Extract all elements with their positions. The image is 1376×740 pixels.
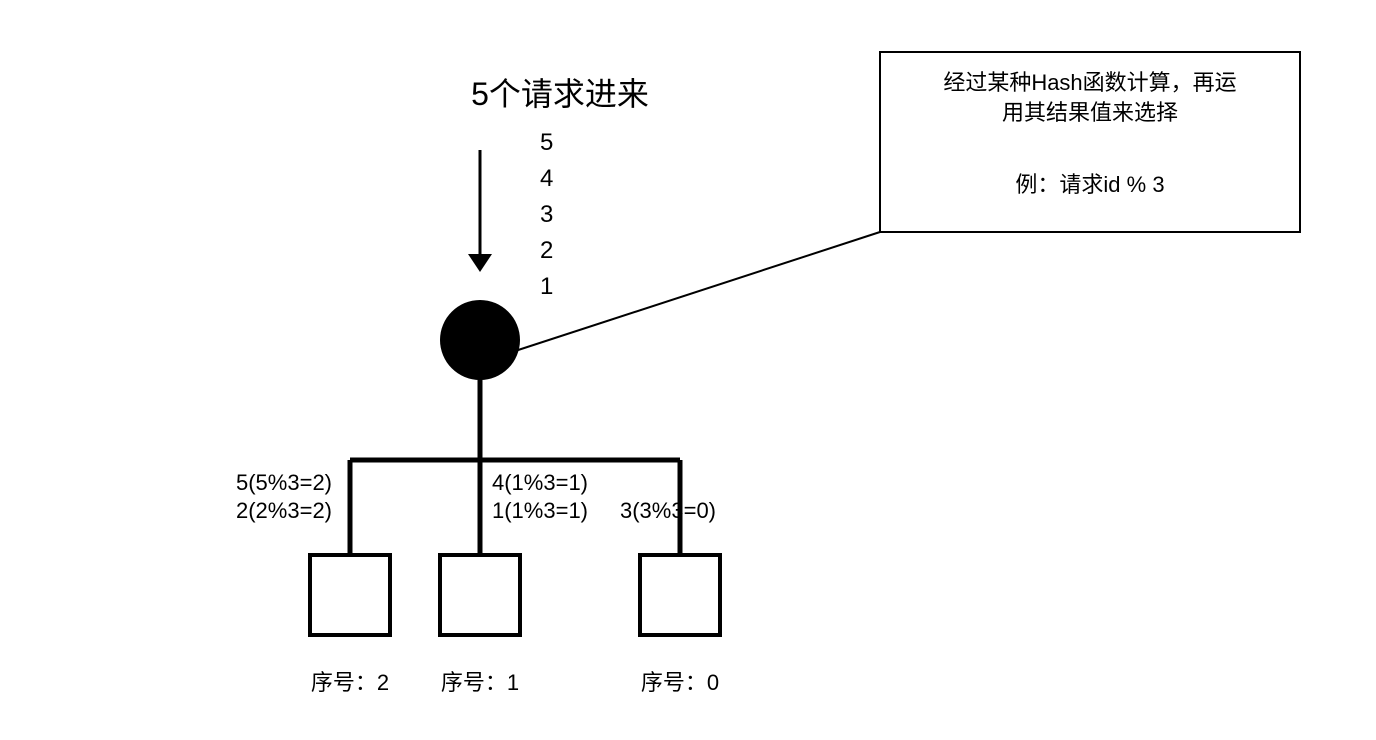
hash-calc-label: 4(1%3=1) [492,470,588,495]
queue-number: 3 [540,201,553,228]
callout-text: 用其结果值来选择 [1002,100,1178,125]
sequence-labels: 序号：2 序号：1 序号：0 [311,670,719,695]
callout-text: 经过某种Hash函数计算，再运 [943,70,1236,95]
queue-number: 5 [540,129,553,156]
sequence-label: 序号：2 [311,670,389,695]
hash-calc-label: 2(2%3=2) [236,498,332,523]
hash-routing-diagram: 5个请求进来 5 4 3 2 1 5(5%3=2) 2(2%3=2) 4(1%3=1) 1(1… [0,0,1376,740]
target-boxes [310,555,720,635]
target-box [640,555,720,635]
queue-number: 1 [540,273,553,300]
target-box [440,555,520,635]
title: 5个请求进来 [471,76,649,112]
sequence-label: 序号：1 [441,670,519,695]
hash-calc-label: 3(3%3=0) [620,498,716,523]
distributor-node [440,300,520,380]
incoming-arrow [468,150,492,272]
queue-number: 4 [540,165,553,192]
request-queue: 5 4 3 2 1 [540,129,553,300]
hash-calc-labels: 5(5%3=2) 2(2%3=2) 4(1%3=1) 1(1%3=1) 3(3%3=0) [236,470,716,523]
callout-text: 例：请求id % 3 [1015,172,1164,197]
hash-calc-label: 1(1%3=1) [492,498,588,523]
sequence-label: 序号：0 [641,670,719,695]
target-box [310,555,390,635]
hash-calc-label: 5(5%3=2) [236,470,332,495]
queue-number: 2 [540,237,553,264]
routing-tree [350,376,680,555]
